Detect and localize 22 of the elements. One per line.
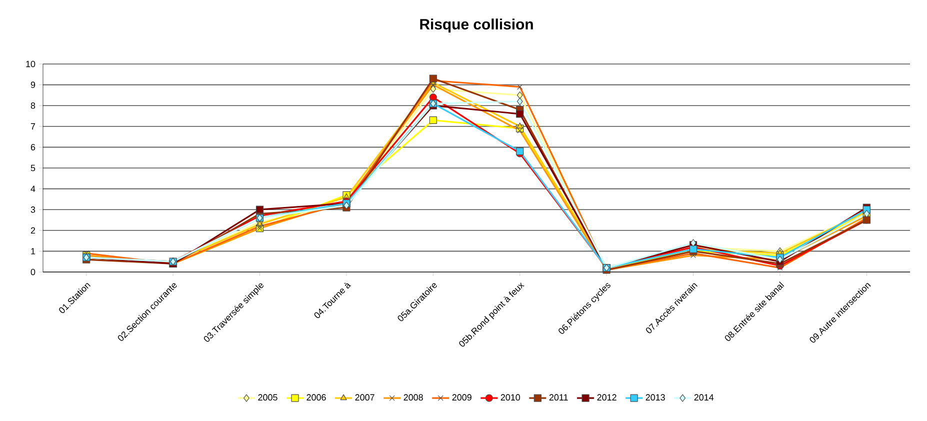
legend-label: 2014 xyxy=(694,394,714,401)
legend-label: 2008 xyxy=(404,394,423,401)
y-tick-label: 3 xyxy=(30,206,36,213)
legend-label: 2007 xyxy=(355,394,374,401)
y-tick-label: 6 xyxy=(30,144,36,150)
legend-label: 2005 xyxy=(258,394,278,401)
y-tick-label: 8 xyxy=(30,102,36,109)
y-tick-label: 0 xyxy=(30,268,36,276)
y-tick-label: 2 xyxy=(30,227,36,234)
legend-label: 2006 xyxy=(306,394,326,401)
y-tick-label: 9 xyxy=(30,82,36,88)
legend-label: 2013 xyxy=(646,394,665,401)
legend-label: 2010 xyxy=(500,394,520,401)
y-tick-label: 1 xyxy=(31,248,36,254)
y-tick-label: 4 xyxy=(30,186,36,192)
y-tick-label: 10 xyxy=(26,60,36,68)
legend-label: 2011 xyxy=(549,394,568,401)
legend-label: 2009 xyxy=(452,394,472,401)
legend-label: 2012 xyxy=(597,394,616,401)
chart-title: Risque collision xyxy=(420,18,533,32)
y-tick-label: 7 xyxy=(30,123,36,130)
y-tick-label: 5 xyxy=(30,164,36,172)
